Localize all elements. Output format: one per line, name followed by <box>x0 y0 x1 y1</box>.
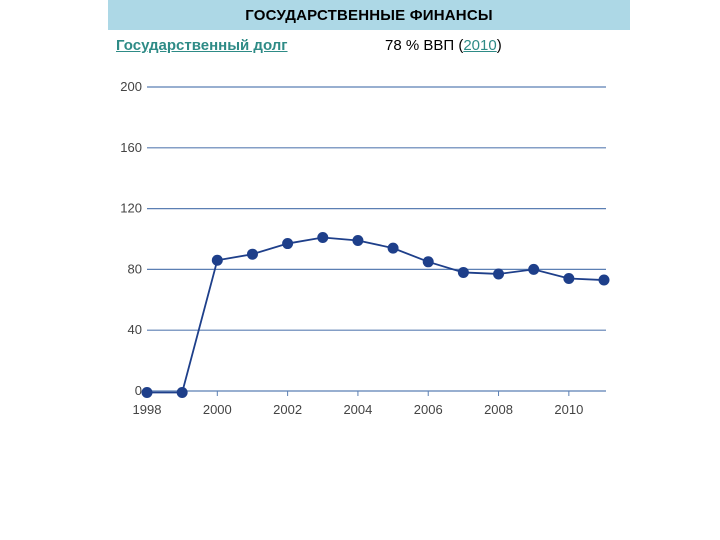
x-tick-label: 2010 <box>554 402 583 417</box>
public-debt-link[interactable]: Государственный долг <box>116 37 288 54</box>
y-tick-label: 40 <box>128 322 142 337</box>
data-point <box>246 248 258 260</box>
y-tick-label: 200 <box>120 79 142 94</box>
x-tick-label: 1998 <box>133 402 162 417</box>
x-tick-label: 2008 <box>484 402 513 417</box>
x-tick-label: 2000 <box>203 402 232 417</box>
data-point <box>317 231 329 243</box>
y-tick-label: 0 <box>135 383 142 398</box>
chart-grid <box>147 86 606 392</box>
page-title: ГОСУДАРСТВЕННЫЕ ФИНАНСЫ <box>245 6 493 24</box>
x-tick-label: 2006 <box>414 402 443 417</box>
x-tick-label: 2002 <box>273 402 302 417</box>
data-point <box>563 273 575 285</box>
debt-value: 78 % ВВП (2010) <box>385 37 502 54</box>
debt-value-suffix: ) <box>496 37 502 54</box>
series-line <box>147 236 605 394</box>
x-tick-label: 2004 <box>343 402 372 417</box>
data-point <box>528 263 540 275</box>
data-point <box>387 242 399 254</box>
data-point <box>352 235 364 247</box>
data-point <box>282 238 294 250</box>
data-point <box>598 274 610 286</box>
x-axis-ticks: 1998 2000 2002 2004 2006 2008 2010 <box>133 391 583 417</box>
data-point <box>141 387 153 399</box>
y-axis-ticks: 0 40 80 120 160 200 <box>120 79 142 398</box>
series-debt <box>141 231 610 399</box>
y-tick-label: 80 <box>128 261 142 276</box>
data-point <box>176 387 188 399</box>
data-point <box>211 254 223 266</box>
debt-year-link[interactable]: 2010 <box>463 37 497 54</box>
data-point <box>493 268 505 280</box>
y-tick-label: 160 <box>120 140 142 155</box>
header-bar: ГОСУДАРСТВЕННЫЕ ФИНАНСЫ <box>108 0 630 30</box>
data-point <box>422 256 434 268</box>
debt-value-prefix: 78 % ВВП ( <box>385 37 464 54</box>
y-tick-label: 120 <box>120 201 142 216</box>
data-point <box>457 266 469 278</box>
